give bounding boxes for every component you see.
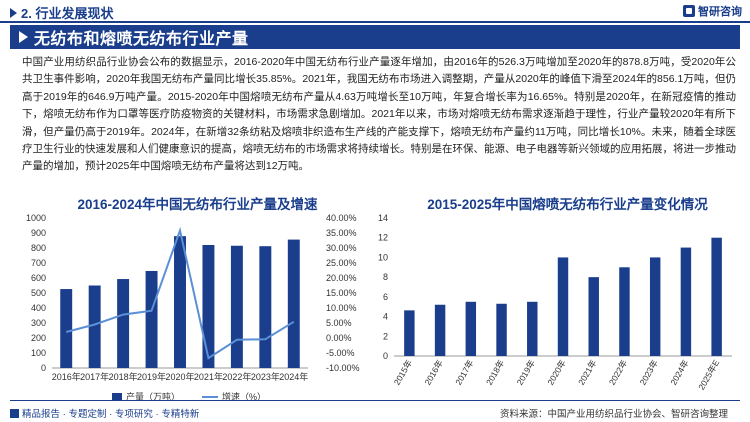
y2-tick-label: 30.00% [326,243,357,253]
top-header: 2. 行业发展现状 智研咨询 [0,0,750,22]
y-tick-label: 0 [41,363,46,373]
y-tick-label: 700 [31,258,46,268]
bar [88,285,101,368]
x-tick-label: 2019年 [137,371,166,382]
left-chart-title: 2016-2024年中国无纺布行业产量及增速 [77,197,318,212]
x-tick-label: 2021年 [194,371,223,382]
arrow-icon [19,31,28,43]
x-tick-label: 2020年 [545,358,568,387]
legend-line-swatch [202,395,219,398]
bar [287,239,300,368]
x-tick-label: 2018年 [484,358,507,387]
data-source: 资料来源：中国产业用纺织品行业协会、智研咨询整理 [499,409,728,420]
bar [465,301,477,356]
logo-text: 智研咨询 [698,6,742,18]
growth-line [65,226,295,360]
bar [404,310,415,356]
y-tick-label: 12 [378,233,388,243]
x-tick-label: 2017年 [453,358,476,387]
header-divider [0,21,750,23]
y2-tick-label: 25.00% [326,258,357,268]
bar [527,301,538,356]
right-chart-title: 2015-2025年中国熔喷无纺布行业产量变化情况 [427,197,708,212]
section-title-text: 2. 行业发展现状 [21,6,114,21]
y-tick-label: 14 [378,213,388,223]
y-tick-label: 2 [383,331,388,341]
bar [60,289,73,368]
bar [711,237,722,356]
brand-logo: 智研咨询 [683,3,742,19]
legend-growth-label: 增速（%） [222,392,267,402]
meltblown-output-chart: 0 2 4 6 8 10 12 14 2015年 2016年 2017年 2018年 2019年 2020… [378,213,732,392]
y-tick-label: 6 [383,292,388,302]
y2-tick-label: 20.00% [326,273,357,283]
bar [145,270,158,368]
x-tick-label: 2022年 [607,358,630,387]
y-tick-label: 8 [383,272,388,282]
x-tick-label: 2023年 [251,371,280,382]
y2-tick-label: 40.00% [326,213,357,223]
x-tick-label: 2017年 [80,371,109,382]
bar [202,245,215,368]
y2-tick-label: -5.00% [326,348,355,358]
y-tick-label: 4 [383,312,388,322]
x-tick-label: 2016年 [422,358,445,387]
y2-tick-label: 35.00% [326,228,357,238]
legend-bar-swatch [112,392,122,401]
y2-tick-label: 0.00% [326,333,352,343]
bar [434,304,446,356]
bar [557,257,569,356]
footer-divider [10,400,740,401]
x-tick-label: 2024年 [668,358,691,387]
y2-tick-label: 10.00% [326,303,357,313]
y-tick-label: 1000 [26,213,46,223]
banner-title: 无纺布和熔喷无纺布行业产量 [34,31,249,48]
legend-output-label: 产量（万吨） [126,392,181,402]
footer-logo-icon [10,408,19,418]
y2-tick-label: 15.00% [326,288,357,298]
x-tick-label: 2016年 [52,371,81,382]
y-tick-label: 200 [31,333,46,343]
y2-tick-label: 5.00% [326,318,352,328]
x-tick-label: 2020年 [165,371,194,382]
y-tick-label: 900 [31,228,46,238]
nonwoven-output-chart: 0 100 200 300 400 500 600 700 800 900 1000 -10.00% -… [26,213,360,382]
x-tick-label: 2025年E [696,358,721,392]
logo-icon [683,5,695,17]
y-tick-label: 500 [31,288,46,298]
left-chart-legend: 产量（万吨） 增速（%） [112,390,266,403]
x-tick-label: 2023年 [638,358,661,387]
y-tick-label: 10 [378,252,388,262]
bar [619,267,630,356]
y-tick-label: 800 [31,243,46,253]
y-tick-label: 0 [383,351,388,361]
bar [649,257,661,356]
footer: 精品报告 · 专题定制 · 专项研究 · 专精特新 资料来源：中国产业用纺织品行… [0,400,750,422]
x-tick-label: 2015年 [392,358,415,387]
section-title: 2. 行业发展现状 [10,3,113,22]
x-tick-label: 2018年 [109,371,138,382]
footer-slogan: 精品报告 · 专题定制 · 专项研究 · 专精特新 [10,406,199,420]
bar [588,277,599,356]
y-tick-label: 600 [31,273,46,283]
bar [117,279,130,368]
y-tick-label: 400 [31,303,46,313]
body-paragraph: 中国产业用纺织品行业协会公布的数据显示，2016-2020年中国无纺布行业产量逐… [22,56,736,173]
section-banner: 无纺布和熔喷无纺布行业产量 [10,25,740,49]
x-tick-label: 2019年 [515,358,538,387]
footer-slogan-text: 精品报告 · 专题定制 · 专项研究 · 专精特新 [22,409,200,420]
bar [230,245,243,368]
x-tick-label: 2021年 [576,358,599,387]
bar [680,247,692,356]
y-tick-label: 300 [31,318,46,328]
x-tick-label: 2022年 [222,371,251,382]
bar [496,303,507,356]
x-tick-label: 2024年 [279,371,308,382]
bar [259,246,272,368]
bar [174,236,186,368]
triangle-icon [10,7,17,18]
y-tick-label: 100 [31,348,46,358]
y2-tick-label: -10.00% [326,363,360,373]
